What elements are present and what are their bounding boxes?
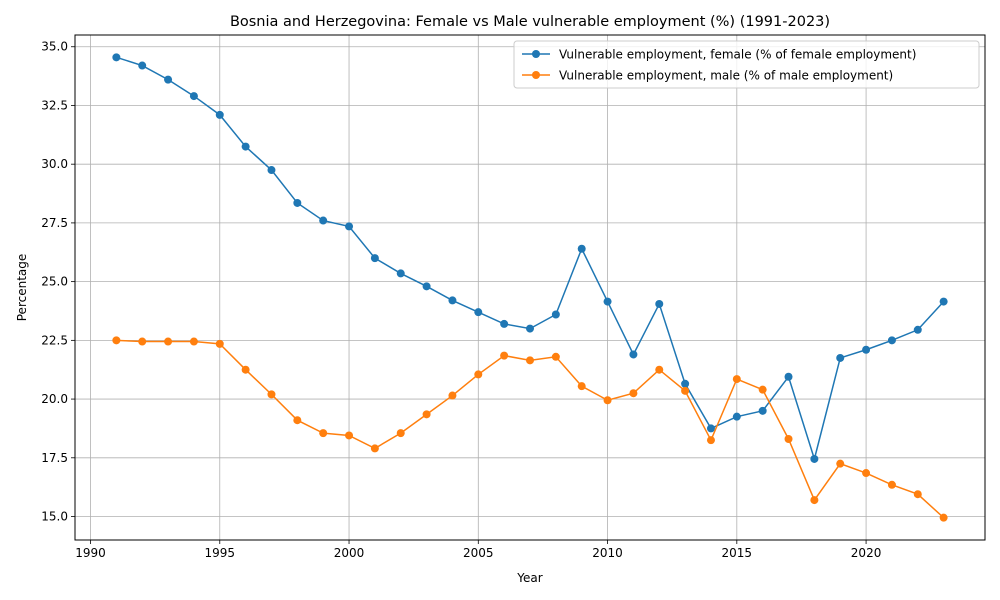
x-tick-label: 1995 [204,546,235,560]
legend-box [513,40,980,89]
data-point [862,469,871,478]
series-female [112,53,948,463]
data-point [267,166,276,175]
x-tick-label: 2005 [463,546,494,560]
legend: Vulnerable employment, female (% of fema… [513,40,980,89]
grid [75,35,985,540]
legend-swatch-marker [532,50,540,58]
data-point [706,436,715,445]
data-point [836,459,845,468]
data-point [396,269,405,278]
axis-ticks: 1990 1995 2000 2005 2010 2015 2020 15.0 17.5 20.0… [41,40,881,560]
data-point [913,490,922,499]
data-point [913,325,922,334]
data-point [629,350,638,359]
data-point [681,386,690,395]
data-point [526,356,534,365]
y-tick-label: 35.0 [41,40,68,54]
data-point [267,390,276,399]
data-point [422,410,431,419]
data-point [862,345,871,354]
data-point [810,454,819,463]
data-point [474,308,483,317]
data-point [448,391,457,400]
data-point [758,406,767,415]
data-point [784,372,793,381]
data-point [396,429,405,438]
data-point [112,53,121,62]
data-point [655,365,664,374]
data-point [551,310,560,319]
data-point [370,444,379,453]
data-point [577,244,586,253]
data-point [215,339,224,348]
x-axis-label: Year [516,571,542,585]
data-point [784,435,793,443]
data-point [241,142,250,151]
data-point [732,375,741,384]
y-tick-label: 15.0 [41,510,68,524]
chart-title: Bosnia and Herzegovina: Female vs Male v… [230,14,830,30]
x-tick-label: 2020 [851,546,882,560]
x-tick-label: 1990 [75,546,106,560]
y-tick-label: 30.0 [41,157,68,171]
data-point [215,110,224,119]
data-point [526,324,534,333]
x-tick-label: 2000 [334,546,365,560]
data-point [138,337,147,346]
data-point [681,379,690,388]
x-tick-label: 2010 [592,546,623,560]
data-point [732,412,741,421]
data-point [319,429,328,438]
y-tick-label: 22.5 [41,333,68,347]
data-point [655,299,664,308]
data-point [603,297,612,306]
data-point [138,61,147,70]
data-point [887,480,896,489]
data-point [939,513,948,522]
data-point [706,424,715,433]
data-point [836,353,845,362]
y-tick-label: 27.5 [41,216,68,230]
x-tick-label: 2015 [722,546,753,560]
data-point [629,389,638,398]
data-point [164,75,173,84]
data-point [241,365,250,374]
data-point [887,336,896,345]
data-point [112,336,121,345]
legend-entry-label: Vulnerable employment, female (% of fema… [559,48,916,62]
legend-entry-label: Vulnerable employment, male (% of male e… [559,69,893,83]
data-point [500,319,509,328]
data-point [293,416,302,425]
data-point [293,198,302,207]
data-point [500,351,509,360]
data-point [577,382,586,391]
legend-swatch-marker [532,71,540,79]
data-point [164,337,173,346]
data-point [370,254,379,263]
data-point [758,385,767,394]
y-tick-label: 17.5 [41,451,68,465]
data-point [474,370,483,379]
data-point [422,282,431,291]
series-layer [112,53,948,522]
data-point [345,431,354,440]
plot-frame [74,34,986,541]
data-point [603,396,612,405]
data-point [345,222,354,231]
y-tick-label: 20.0 [41,392,68,406]
y-axis-label: Percentage [15,254,29,322]
data-point [319,216,328,225]
y-tick-label: 32.5 [41,98,68,112]
series-male [112,336,948,522]
data-point [189,337,198,346]
y-tick-label: 25.0 [41,275,68,289]
data-point [448,296,457,305]
data-point [189,92,198,101]
data-point [551,352,560,361]
data-point [939,297,948,306]
data-point [810,496,819,505]
